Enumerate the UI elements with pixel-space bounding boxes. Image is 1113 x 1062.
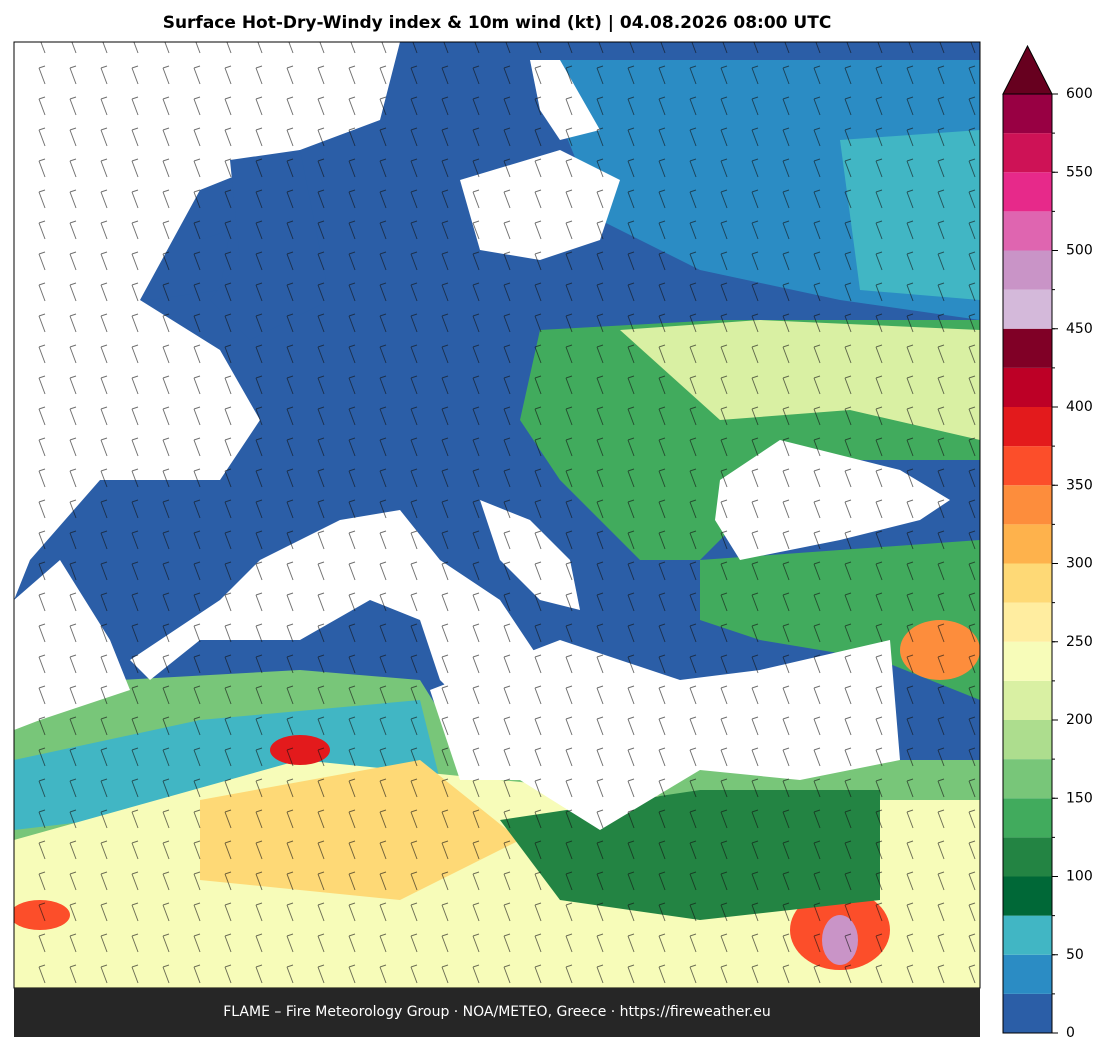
colorbar-bin xyxy=(1003,680,1052,720)
colorbar-bin xyxy=(1003,367,1052,407)
colorbar-bin xyxy=(1003,798,1052,838)
colorbar-bin xyxy=(1003,876,1052,916)
colorbar-bin xyxy=(1003,94,1052,134)
colorbar-tick-label: 400 xyxy=(1066,399,1093,415)
colorbar-bin xyxy=(1003,211,1052,251)
footer-bar xyxy=(14,988,980,1037)
colorbar-bin xyxy=(1003,993,1052,1033)
colorbar-extend xyxy=(1002,44,1053,95)
colorbar-bin xyxy=(1003,446,1052,486)
colorbar-bin xyxy=(1003,289,1052,329)
colorbar-bin xyxy=(1003,837,1052,877)
colorbar-bin xyxy=(1003,133,1052,173)
colorbar-bin xyxy=(1003,407,1052,447)
colorbar-tick-label: 300 xyxy=(1066,556,1093,572)
colorbar-bin xyxy=(1003,250,1052,290)
colorbar-tick-label: 450 xyxy=(1066,321,1093,337)
footer: FLAME – Fire Meteorology Group · NOA/MET… xyxy=(223,1004,771,1020)
colorbar-tick-label: 0 xyxy=(1066,1025,1075,1041)
title: Surface Hot-Dry-Windy index & 10m wind (… xyxy=(163,13,832,33)
colorbar-bin xyxy=(1003,563,1052,603)
colorbar-bin xyxy=(1003,524,1052,564)
colorbar-bin xyxy=(1003,328,1052,368)
map xyxy=(14,42,980,988)
colorbar-tick-label: 550 xyxy=(1066,164,1093,180)
colorbar-bin xyxy=(1003,915,1052,955)
colorbar-tick-label: 100 xyxy=(1066,869,1093,885)
colorbar-tick-label: 50 xyxy=(1066,947,1084,963)
colorbar-tick-label: 150 xyxy=(1066,790,1093,806)
colorbar-bin xyxy=(1003,759,1052,799)
colorbar-bin xyxy=(1003,172,1052,212)
colorbar-tick-label: 350 xyxy=(1066,477,1093,493)
colorbar-bin xyxy=(1003,485,1052,525)
colorbar-bin xyxy=(1003,641,1052,681)
colorbar-bin xyxy=(1003,602,1052,642)
colorbar-bin xyxy=(1003,720,1052,760)
colorbar-tick-label: 600 xyxy=(1066,86,1093,102)
colorbar-tick-label: 250 xyxy=(1066,634,1093,650)
colorbar-bin xyxy=(1003,954,1052,994)
colorbar-tick-label: 500 xyxy=(1066,243,1093,259)
colorbar-tick-label: 200 xyxy=(1066,712,1093,728)
colorbar: 0 50 100 150 200 250 300 350 400 450 500 550 600 xyxy=(1002,44,1093,1041)
